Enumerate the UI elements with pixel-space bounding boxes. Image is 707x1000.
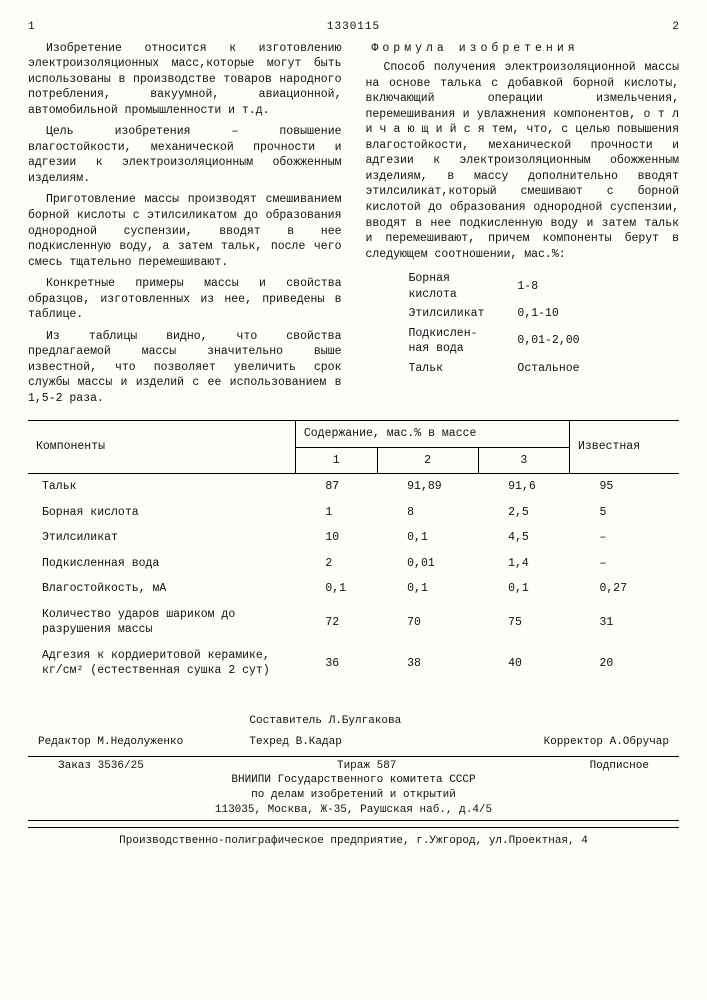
table-row: Влагостойкость, мА0,10,10,10,27	[28, 576, 679, 602]
editor: Редактор М.Недолуженко	[38, 735, 246, 750]
table-row: Адгезия к кордиеритовой керамике, кг/см²…	[28, 643, 679, 684]
ratio-row: Тальк Остальное	[408, 360, 581, 378]
th-sub1: 1	[295, 447, 377, 474]
tehred: Техред В.Кадар	[249, 735, 457, 750]
ratio-name: Подкислен-ная вода	[408, 325, 515, 358]
addr: 113035, Москва, Ж-35, Раушская наб., д.4…	[28, 803, 679, 818]
formula-heading: Формула изобретения	[366, 41, 680, 57]
ratio-val: 0,1-10	[516, 305, 580, 323]
table-row: Тальк8791,8991,695	[28, 474, 679, 500]
ratio-name: Борнаякислота	[408, 270, 515, 303]
tail-line: Производственно-полиграфическое предприя…	[28, 827, 679, 849]
para: Способ получения электроизоляционной мас…	[366, 60, 680, 262]
ratio-row: Этилсиликат 0,1-10	[408, 305, 581, 323]
corrector: Корректор А.Обручар	[461, 735, 669, 750]
para: Изобретение относится к изготовлению эле…	[28, 41, 342, 119]
para: Приготовление массы производят смешивани…	[28, 192, 342, 270]
table-row: Этилсиликат100,14,5–	[28, 525, 679, 551]
ratio-row: Подкислен-ная вода 0,01-2,00	[408, 325, 581, 358]
right-column: Формула изобретения Способ получения эле…	[366, 41, 680, 412]
page-header: 1 1330115 2	[28, 20, 679, 35]
col-num-left: 1	[28, 20, 35, 35]
para: Из таблицы видно, что свойства предлагае…	[28, 329, 342, 407]
order-no: Заказ 3536/25	[58, 759, 144, 774]
th-known: Известная	[569, 421, 679, 474]
footer-bar: Заказ 3536/25 Тираж 587 Подписное ВНИИПИ…	[28, 756, 679, 821]
ratio-name: Тальк	[408, 360, 515, 378]
ratio-val: Остальное	[516, 360, 580, 378]
th-components: Компоненты	[28, 421, 295, 474]
th-content: Содержание, мас.% в массе	[295, 421, 569, 448]
tirazh: Тираж 587	[337, 759, 396, 774]
table-body: Тальк8791,8991,695 Борная кислота182,55 …	[28, 474, 679, 684]
podpisnoe: Подписное	[590, 759, 649, 774]
footer: Составитель Л.Булгакова Редактор М.Недол…	[28, 714, 679, 849]
ratio-val: 0,01-2,00	[516, 325, 580, 358]
para: Цель изобретения – повышение влагостойко…	[28, 124, 342, 186]
doc-number: 1330115	[304, 20, 404, 35]
table-row: Количество ударов шариком до разрушения …	[28, 602, 679, 643]
ratio-row: Борнаякислота 1-8	[408, 270, 581, 303]
para: Конкретные примеры массы и свойства обра…	[28, 276, 342, 323]
col-num-right: 2	[672, 20, 679, 35]
component-ratios: Борнаякислота 1-8 Этилсиликат 0,1-10 Под…	[406, 268, 583, 379]
ratio-name: Этилсиликат	[408, 305, 515, 323]
org1: ВНИИПИ Государственного комитета СССР	[28, 773, 679, 788]
two-column-body: Изобретение относится к изготовлению эле…	[28, 41, 679, 412]
th-sub3: 3	[478, 447, 569, 474]
composition-table: Компоненты Содержание, мас.% в массе Изв…	[28, 420, 679, 684]
table-row: Борная кислота182,55	[28, 500, 679, 526]
th-sub2: 2	[377, 447, 478, 474]
ratio-val: 1-8	[516, 270, 580, 303]
left-column: Изобретение относится к изготовлению эле…	[28, 41, 342, 412]
table-row: Подкисленная вода20,011,4–	[28, 551, 679, 577]
org2: по делам изобретений и открытий	[28, 788, 679, 803]
compiler: Составитель Л.Булгакова	[249, 714, 457, 729]
